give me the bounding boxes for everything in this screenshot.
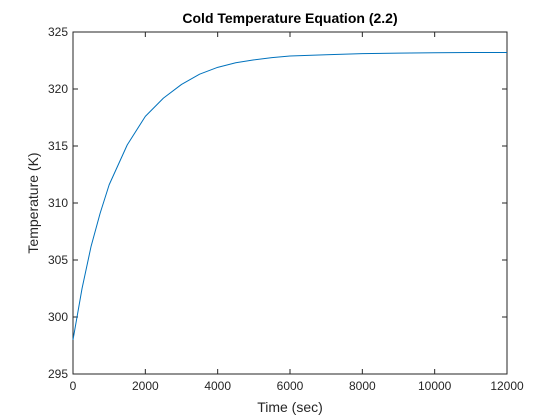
axis-ticks: 0 2000 4000 6000 8000 10000 12000 295 300 305 310 3… [48,25,524,393]
x-tick-label: 8000 [349,379,376,393]
x-tick-label: 0 [70,379,77,393]
chart-title: Cold Temperature Equation (2.2) [182,10,397,26]
y-axis-label: Temperature (K) [25,152,41,253]
y-tick-label: 295 [48,367,68,381]
series-layer [72,52,507,340]
y-tick-label: 325 [48,25,68,39]
y-tick-label: 315 [48,139,68,153]
x-tick-label: 4000 [204,379,231,393]
x-tick-label: 6000 [277,379,304,393]
x-tick-label: 2000 [132,379,159,393]
y-tick-label: 300 [48,310,68,324]
plot-area [72,31,508,375]
y-tick-label: 310 [48,196,68,210]
x-tick-label: 10000 [418,379,452,393]
y-tick-label: 305 [48,253,68,267]
x-tick-label: 12000 [490,379,524,393]
series-line [72,52,507,340]
y-tick-label: 320 [48,82,68,96]
x-axis-label: Time (sec) [257,399,323,415]
